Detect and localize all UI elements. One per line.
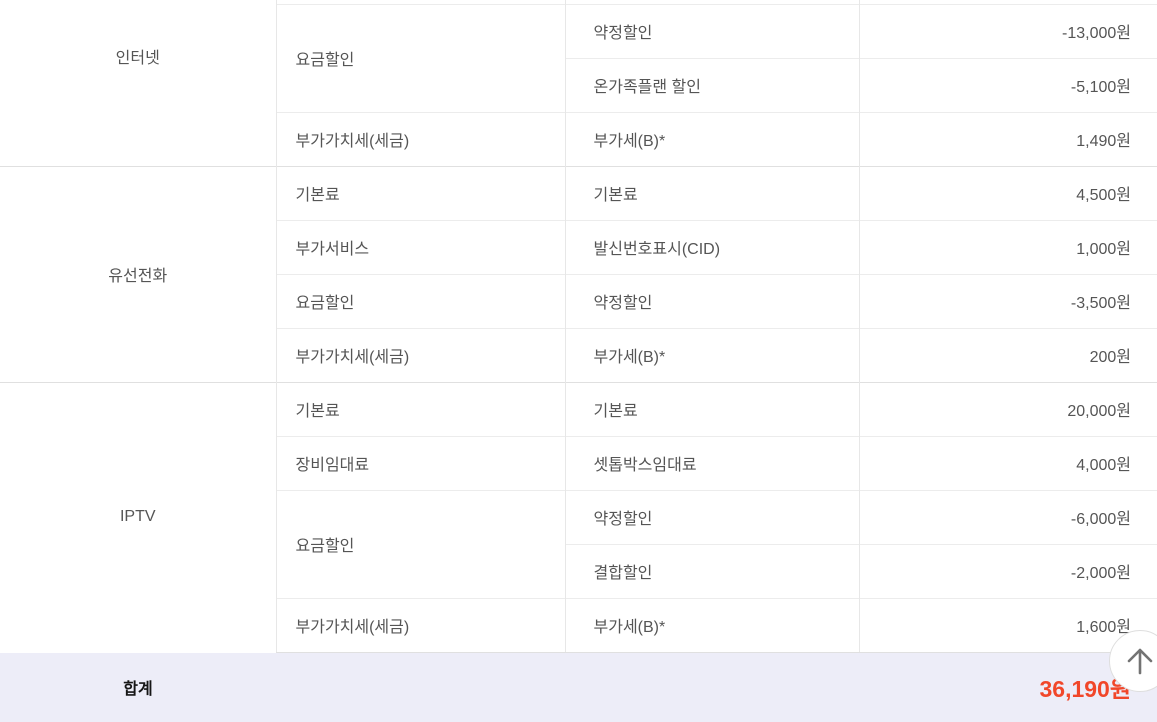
category-cell: 부가가치세(세금) <box>275 597 565 653</box>
category-cell: 부가가치세(세금) <box>275 111 565 166</box>
table-row: 요금할인 약정할인 -3,500원 <box>0 273 1157 328</box>
service-cell: 인터넷 <box>115 50 160 67</box>
table-row: 유선전화 기본료 기본료 4,500원 <box>0 165 1157 382</box>
amount-cell: -6,000원 <box>858 489 1157 544</box>
table-row: 부가가치세(세금) 부가세(B)* 200원 <box>0 327 1157 382</box>
item-cell: 온가족플랜 할인 <box>564 57 859 112</box>
amount-cell: 1,600원 <box>858 597 1157 653</box>
amount-cell: -3,500원 <box>858 273 1157 328</box>
item-cell: 발신번호표시(CID) <box>564 219 859 274</box>
item-cell: 기본료 <box>564 381 859 436</box>
item-cell: 약정할인 <box>564 3 859 58</box>
category-cell: 요금할인 <box>275 3 565 112</box>
table-row: 결합할인 -2,000원 <box>0 543 1157 598</box>
amount-cell: 200원 <box>858 327 1157 382</box>
table-row: 부가서비스 발신번호표시(CID) 1,000원 <box>0 219 1157 274</box>
item-cell: 부가세(B)* <box>564 327 859 382</box>
table-row: 온가족플랜 할인 -5,100원 <box>0 57 1157 112</box>
amount-cell: 1,000원 <box>858 219 1157 274</box>
item-cell: 기본료 <box>564 165 859 220</box>
item-cell: 결합할인 <box>564 543 859 598</box>
amount-cell: -5,100원 <box>858 57 1157 112</box>
clipped-row-sliver: 인터넷 <box>0 0 1157 67</box>
scroll-to-top-button[interactable] <box>1109 630 1157 692</box>
bill-detail-table: 인터넷 요금할인 약정할인 -13,000원 온가족플랜 할인 -5,100원 부가가치세(… <box>0 0 1157 653</box>
empty-cell <box>564 0 859 4</box>
amount-cell: 20,000원 <box>858 381 1157 436</box>
table-row: 요금할인 약정할인 -6,000원 <box>0 489 1157 598</box>
table-row: 부가가치세(세금) 부가세(B)* 1,600원 <box>0 597 1157 653</box>
category-cell: 기본료 <box>275 381 565 436</box>
amount-cell: 4,500원 <box>858 165 1157 220</box>
table-row: 장비임대료 셋톱박스임대료 4,000원 <box>0 435 1157 490</box>
empty-cell <box>275 0 565 4</box>
item-cell: 부가세(B)* <box>564 597 859 653</box>
category-cell: 요금할인 <box>275 489 565 598</box>
amount-cell: -2,000원 <box>858 543 1157 598</box>
empty-cell <box>858 0 1157 4</box>
amount-cell: 4,000원 <box>858 435 1157 490</box>
table-row: 요금할인 약정할인 -13,000원 <box>0 3 1157 112</box>
service-cell: 유선전화 <box>0 165 276 382</box>
category-cell: 부가서비스 <box>275 219 565 274</box>
item-cell: 셋톱박스임대료 <box>564 435 859 490</box>
table-row: 부가가치세(세금) 부가세(B)* 1,490원 <box>0 111 1157 166</box>
up-arrow-icon <box>1123 644 1157 678</box>
amount-cell: -13,000원 <box>858 3 1157 58</box>
category-cell: 장비임대료 <box>275 435 565 490</box>
amount-cell: 1,490원 <box>858 111 1157 166</box>
item-cell: 약정할인 <box>564 273 859 328</box>
category-cell: 기본료 <box>275 165 565 220</box>
total-row: 합계 36,190원 <box>0 652 1157 722</box>
service-cell: IPTV <box>0 381 276 652</box>
category-cell: 부가가치세(세금) <box>275 327 565 382</box>
item-cell: 약정할인 <box>564 489 859 544</box>
item-cell: 부가세(B)* <box>564 111 859 166</box>
total-label: 합계 <box>123 681 153 698</box>
table-row: IPTV 기본료 기본료 20,000원 <box>0 381 1157 652</box>
category-cell: 요금할인 <box>275 273 565 328</box>
